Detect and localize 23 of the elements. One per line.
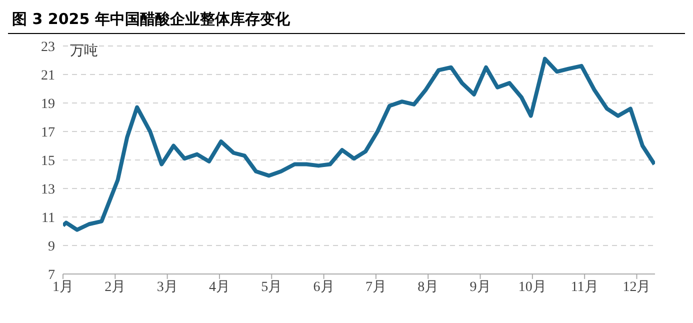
x-tick-label: 1月 — [52, 280, 74, 295]
y-tick-label: 19 — [41, 96, 55, 112]
x-tick-label: 6月 — [313, 280, 334, 295]
x-tick-label: 11月 — [570, 280, 598, 295]
y-tick-label: 11 — [42, 210, 55, 226]
line-series — [63, 56, 655, 232]
x-tick-label: 9月 — [470, 280, 491, 295]
x-tick-label: 12月 — [622, 280, 651, 295]
y-tick-label: 21 — [41, 68, 55, 84]
x-tick-label: 5月 — [261, 280, 282, 295]
chart-title: 图 3 2025 年中国醋酸企业整体库存变化 — [8, 8, 685, 34]
x-tick-label: 10月 — [518, 280, 546, 295]
y-tick-label: 13 — [41, 182, 55, 198]
y-tick-label: 23 — [41, 40, 55, 55]
y-tick-label: 17 — [41, 125, 55, 140]
x-tick-label: 7月 — [365, 280, 386, 295]
y-tick-label: 9 — [48, 239, 55, 254]
x-tick-label: 4月 — [208, 280, 230, 295]
y-tick-label: 7 — [48, 268, 55, 283]
x-tick-label: 3月 — [156, 280, 178, 295]
x-tick-label: 2月 — [104, 280, 126, 295]
x-tick-label: 8月 — [418, 280, 439, 295]
y-tick-label: 15 — [41, 154, 55, 169]
